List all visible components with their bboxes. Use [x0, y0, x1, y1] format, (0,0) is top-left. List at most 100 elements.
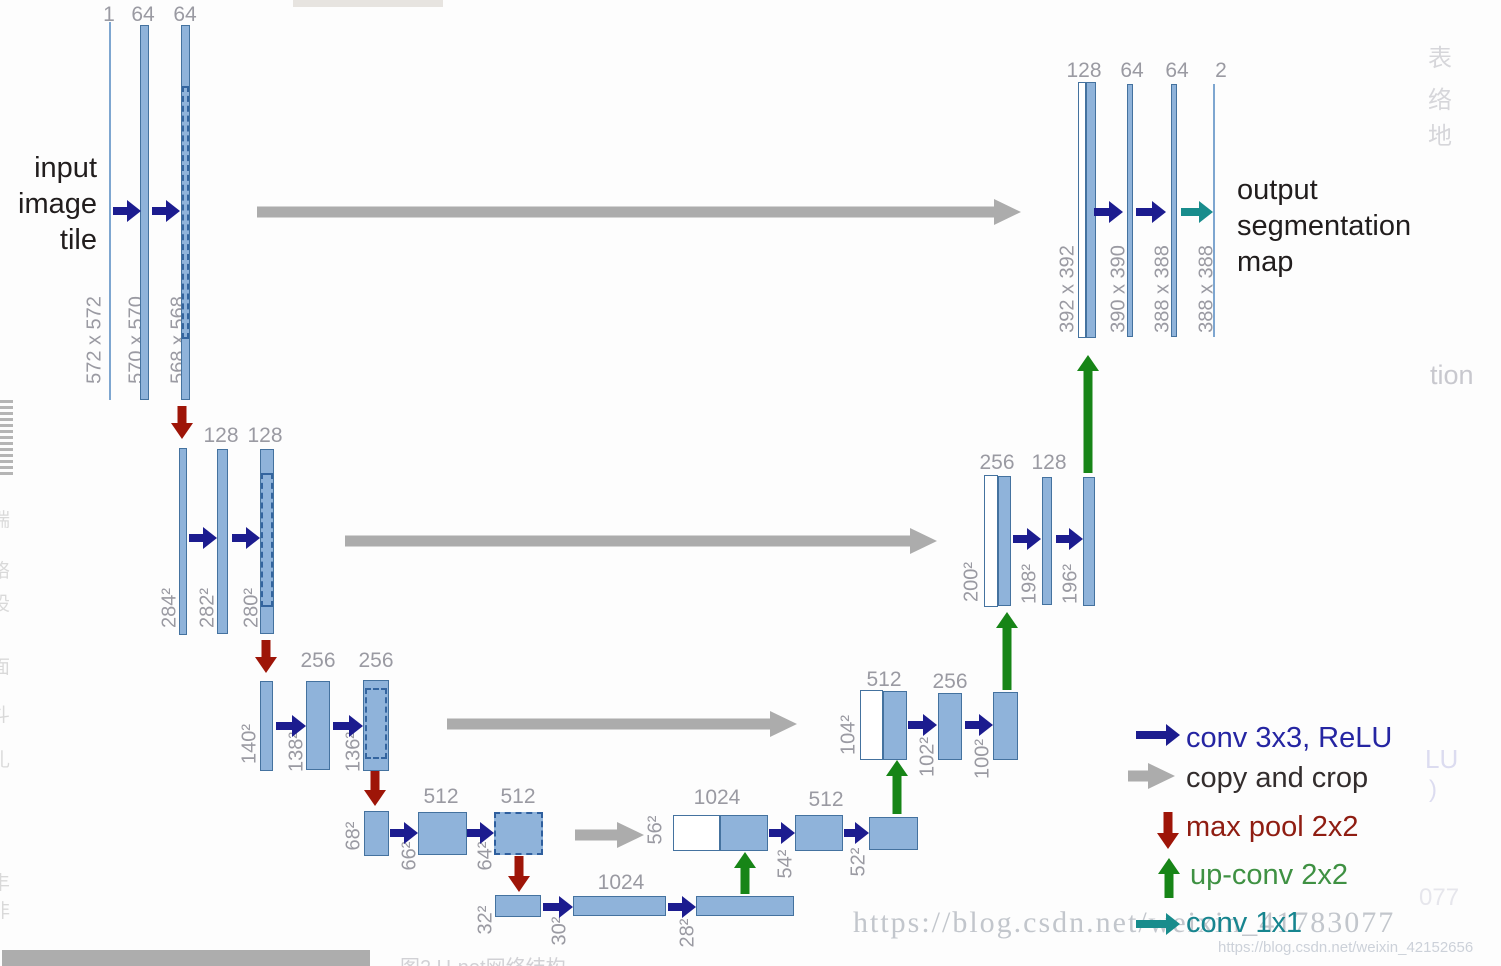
- output-label-line2: segmentation: [1237, 210, 1412, 242]
- crop-region-enc3: [365, 688, 387, 759]
- conv-arrow: [1136, 201, 1166, 223]
- left-edge-artifact: [0, 400, 13, 478]
- crop-region-enc1: [182, 86, 189, 339]
- channel-count-label: 1024: [597, 871, 645, 894]
- channel-count-label: 1: [103, 3, 115, 26]
- dec3-bar1: [883, 691, 907, 760]
- out-line: [1213, 84, 1215, 337]
- up-arrow: [1077, 355, 1099, 473]
- output-segmentation-map-label: output segmentation map: [1237, 172, 1447, 280]
- left-edge-fragment: 设: [0, 594, 11, 615]
- dec3-copy-box: [860, 690, 883, 760]
- out-bar2: [1127, 84, 1133, 337]
- left-edge-fragment: 端: [0, 510, 11, 531]
- channel-count-label: 64: [173, 3, 197, 26]
- channel-count-label: 128: [203, 424, 239, 447]
- enc1-bar2: [181, 25, 190, 400]
- conv-arrow: [1094, 201, 1123, 223]
- dec4-bar1: [720, 815, 768, 851]
- channel-count-label: 64: [1165, 59, 1189, 82]
- channel-count-label: 512: [808, 788, 844, 811]
- conv-arrow: [333, 715, 363, 737]
- conv-arrow: [152, 200, 180, 222]
- enc3-bar3: [363, 680, 389, 771]
- channel-count-label: 128: [247, 424, 283, 447]
- left-edge-fragment: 丰: [0, 873, 11, 894]
- left-edge-fragment: 非: [0, 901, 11, 922]
- enc2-bar3: [260, 449, 274, 634]
- bottleneck-bar2: [573, 896, 666, 916]
- right-edge-char: 络: [1428, 87, 1452, 114]
- output-label-line3: map: [1237, 246, 1294, 278]
- copy-arrow: [1128, 763, 1175, 789]
- conv-arrow: [1013, 528, 1041, 550]
- csdn-watermark-large: https://blog.csdn.net/weixin_41783077: [853, 906, 1396, 939]
- conv-arrow: [668, 896, 696, 918]
- conv-arrow: [189, 527, 217, 549]
- out-copy-box: [1078, 82, 1086, 338]
- left-edge-fragment: 络: [0, 561, 11, 582]
- dec2-bar2: [1042, 477, 1052, 605]
- ghost-text-lu: LU: [1425, 744, 1459, 774]
- csdn-watermark-small: https://blog.csdn.net/weixin_42152656: [1218, 939, 1474, 956]
- copy-arrow: [575, 822, 644, 848]
- conv-arrow: [908, 714, 937, 736]
- input-label-line1: input: [34, 152, 97, 184]
- up-arrow: [996, 612, 1018, 690]
- channel-count-label: 512: [500, 785, 536, 808]
- right-edge-char: 地: [1428, 123, 1452, 150]
- ghost-text-077: 077: [1419, 884, 1460, 911]
- top-edge-artifact: [293, 0, 443, 7]
- conv-arrow: [276, 715, 306, 737]
- channel-count-label: 256: [979, 451, 1015, 474]
- copy-arrow: [447, 711, 797, 737]
- left-edge-fragment: 扎: [0, 750, 11, 771]
- dec4-copy-box: [673, 815, 720, 851]
- enc1-input-line: [109, 22, 111, 400]
- left-edge-fragment: 斗: [0, 705, 11, 726]
- pool-arrow: [364, 771, 386, 806]
- enc4-bar2: [418, 812, 467, 855]
- enc2-bar2: [217, 449, 228, 634]
- channel-count-label: 1024: [693, 786, 741, 809]
- channel-count-label: 128: [1066, 59, 1102, 82]
- enc2-bar1: [179, 448, 187, 635]
- conv-arrow: [113, 200, 141, 222]
- legend-label-conv3x3: conv 3x3, ReLU: [1186, 722, 1393, 754]
- ghost-text-paren: ): [1429, 776, 1437, 803]
- ghost-text-tion: tion: [1430, 360, 1474, 390]
- conv-arrow: [232, 527, 260, 549]
- input-image-tile-label: input image tile: [0, 150, 97, 258]
- bottom-left-gray-bar: [2, 950, 370, 966]
- conv-arrow: [543, 896, 573, 918]
- conv-arrow: [1136, 724, 1180, 746]
- copy-arrow: [345, 528, 937, 554]
- conv-arrow: [467, 822, 494, 844]
- bottleneck-bar3: [696, 896, 794, 916]
- channel-count-label: 64: [1120, 59, 1144, 82]
- conv1-arrow: [1136, 913, 1180, 935]
- conv1-arrow: [1181, 201, 1213, 223]
- conv-arrow: [965, 714, 993, 736]
- conv-arrow: [844, 822, 869, 844]
- channel-count-label: 512: [423, 785, 459, 808]
- channel-count-label: 256: [358, 649, 394, 672]
- enc4-bar1: [364, 811, 389, 856]
- enc3-bar2: [306, 681, 330, 770]
- conv-arrow: [390, 822, 418, 844]
- pool-arrow: [1157, 812, 1179, 849]
- enc1-bar1: [140, 25, 149, 400]
- dec2-bar1: [998, 476, 1011, 606]
- channel-count-label: 2: [1215, 59, 1227, 82]
- dec4-bar3: [869, 817, 918, 850]
- output-label-line1: output: [1237, 174, 1318, 206]
- channel-count-label: 256: [932, 670, 968, 693]
- legend-label-maxpool: max pool 2x2: [1186, 811, 1359, 843]
- up-arrow: [1158, 858, 1180, 898]
- bottleneck-bar1: [495, 895, 541, 917]
- dec3-bar3: [993, 692, 1018, 760]
- input-label-line2: image: [18, 188, 97, 220]
- conv-arrow: [1056, 528, 1083, 550]
